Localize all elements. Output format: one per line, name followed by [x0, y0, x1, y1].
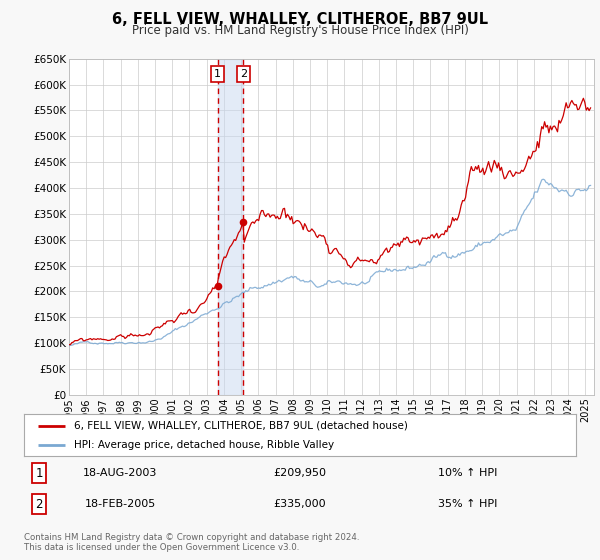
Text: 2: 2	[35, 497, 43, 511]
Text: This data is licensed under the Open Government Licence v3.0.: This data is licensed under the Open Gov…	[24, 543, 299, 552]
Text: £209,950: £209,950	[274, 468, 326, 478]
Text: 1: 1	[214, 69, 221, 79]
Text: 2: 2	[239, 69, 247, 79]
Text: 1: 1	[35, 466, 43, 480]
Text: 6, FELL VIEW, WHALLEY, CLITHEROE, BB7 9UL (detached house): 6, FELL VIEW, WHALLEY, CLITHEROE, BB7 9U…	[74, 421, 407, 431]
Text: £335,000: £335,000	[274, 499, 326, 509]
Text: 35% ↑ HPI: 35% ↑ HPI	[439, 499, 497, 509]
Text: Contains HM Land Registry data © Crown copyright and database right 2024.: Contains HM Land Registry data © Crown c…	[24, 533, 359, 542]
Text: 18-FEB-2005: 18-FEB-2005	[85, 499, 155, 509]
Text: HPI: Average price, detached house, Ribble Valley: HPI: Average price, detached house, Ribb…	[74, 440, 334, 450]
Text: 6, FELL VIEW, WHALLEY, CLITHEROE, BB7 9UL: 6, FELL VIEW, WHALLEY, CLITHEROE, BB7 9U…	[112, 12, 488, 27]
Text: 10% ↑ HPI: 10% ↑ HPI	[439, 468, 497, 478]
Text: 18-AUG-2003: 18-AUG-2003	[83, 468, 157, 478]
Text: Price paid vs. HM Land Registry's House Price Index (HPI): Price paid vs. HM Land Registry's House …	[131, 24, 469, 36]
Bar	[218, 59, 243, 395]
